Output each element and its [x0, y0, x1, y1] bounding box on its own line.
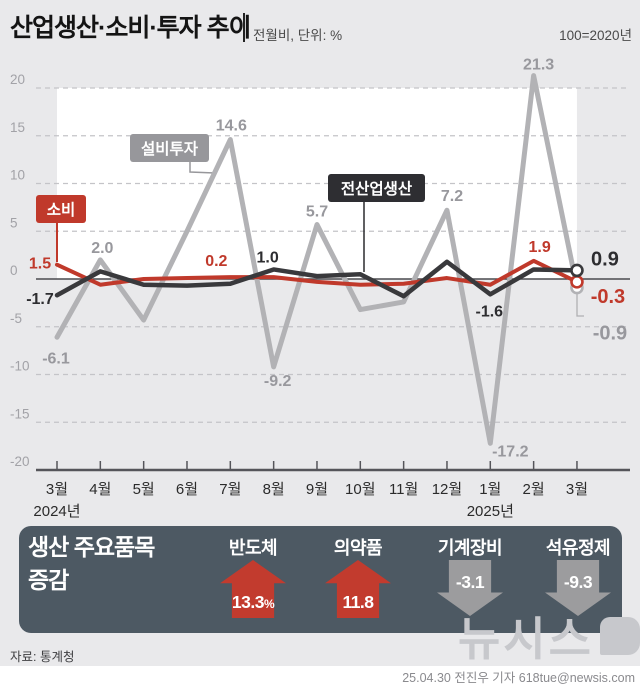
svg-text:-9.2: -9.2 — [264, 373, 292, 390]
svg-text:5.7: 5.7 — [306, 204, 328, 221]
newsis-logo: 뉴시스 — [458, 603, 640, 669]
item-label: 기계장비 — [437, 538, 503, 558]
item-label: 석유정제 — [545, 538, 611, 558]
svg-text:0: 0 — [10, 263, 18, 278]
svg-text:5월: 5월 — [133, 481, 155, 498]
panel-title-line2: 증감 — [28, 567, 69, 593]
legend-facility-investment: 설비투자 — [130, 134, 209, 162]
svg-text:3월: 3월 — [566, 481, 588, 498]
svg-text:-0.3: -0.3 — [591, 286, 625, 308]
base-year-note: 100=2020년 — [559, 28, 632, 43]
svg-text:-1.6: -1.6 — [476, 303, 504, 320]
svg-text:6월: 6월 — [176, 481, 198, 498]
svg-text:0.9: 0.9 — [591, 248, 619, 270]
svg-text:1.0: 1.0 — [257, 249, 279, 266]
panel-title-line1: 생산 주요품목 — [28, 534, 155, 560]
item-value: 11.8 — [325, 592, 391, 613]
svg-text:20: 20 — [10, 72, 25, 87]
svg-text:2025년: 2025년 — [467, 503, 514, 520]
svg-text:14.6: 14.6 — [216, 118, 247, 135]
newsis-logo-text: 뉴시스 — [458, 613, 594, 665]
svg-text:15: 15 — [10, 120, 25, 135]
reporter-credit: 25.04.30 전진우 기자 618tue@newsis.com — [402, 671, 635, 685]
svg-text:-10: -10 — [10, 359, 30, 374]
panel-item-machinery: 기계장비 -3.1 — [415, 526, 525, 633]
panel-item-oil-refining: 석유정제 -9.3 — [523, 526, 633, 633]
svg-text:0.2: 0.2 — [205, 253, 227, 270]
value-suffix: % — [263, 597, 275, 611]
source-note: 자료: 통계청 — [10, 650, 75, 664]
svg-text:8월: 8월 — [263, 481, 285, 498]
svg-text:-15: -15 — [10, 406, 30, 421]
down-arrow-icon: -3.1 — [437, 560, 503, 616]
svg-text:7월: 7월 — [219, 481, 241, 498]
svg-text:-20: -20 — [10, 454, 30, 469]
production-items-panel: 생산 주요품목 증감 반도체 13.3% 의약품 11.8 기계장비 -3.1 — [19, 526, 622, 633]
svg-text:10월: 10월 — [345, 481, 376, 498]
legend-consumption: 소비 — [36, 195, 86, 223]
svg-text:1.5: 1.5 — [29, 256, 51, 273]
panel-item-pharmaceuticals: 의약품 11.8 — [303, 526, 413, 633]
item-value: 13.3% — [220, 592, 286, 613]
svg-text:-1.7: -1.7 — [26, 291, 54, 308]
bottom-strip — [0, 666, 640, 688]
page-title: 산업생산·소비·투자 추이 — [10, 14, 252, 42]
svg-text:21.3: 21.3 — [523, 57, 554, 74]
item-value: -9.3 — [545, 572, 611, 593]
svg-text:9월: 9월 — [306, 481, 328, 498]
svg-text:10: 10 — [10, 168, 25, 183]
svg-text:2024년: 2024년 — [33, 503, 80, 520]
title-divider — [243, 13, 245, 42]
svg-text:2.0: 2.0 — [91, 240, 113, 257]
value-number: 11.8 — [342, 592, 374, 612]
svg-text:7.2: 7.2 — [441, 188, 463, 205]
value-number: -3.1 — [455, 572, 485, 592]
svg-text:12월: 12월 — [432, 481, 463, 498]
up-arrow-icon: 13.3% — [220, 560, 286, 618]
panel-item-semiconductor: 반도체 13.3% — [198, 526, 308, 633]
svg-text:1.9: 1.9 — [529, 239, 551, 256]
svg-text:1월: 1월 — [479, 481, 501, 498]
legend-all-industry-production: 전산업생산 — [328, 174, 425, 202]
trend-line-chart: 20 15 10 5 0 -5 -10 -15 -20 3월 4월 5월 6월 7월 8월 9월 10월 11월 1… — [10, 57, 630, 520]
svg-text:3월: 3월 — [46, 481, 68, 498]
chart-unit-note: 전월비, 단위: % — [253, 28, 343, 43]
item-label: 의약품 — [333, 538, 383, 558]
svg-text:2월: 2월 — [523, 481, 545, 498]
value-number: -9.3 — [563, 572, 593, 592]
svg-text:11월: 11월 — [389, 481, 418, 498]
panel-title: 생산 주요품목 증감 — [28, 531, 155, 597]
svg-text:-0.9: -0.9 — [593, 323, 627, 345]
value-number: 13.3 — [231, 592, 265, 612]
svg-text:-17.2: -17.2 — [492, 443, 529, 460]
svg-text:4월: 4월 — [89, 481, 111, 498]
up-arrow-icon: 11.8 — [325, 560, 391, 618]
svg-text:-6.1: -6.1 — [42, 350, 70, 367]
item-value: -3.1 — [437, 572, 503, 593]
svg-text:-5: -5 — [10, 311, 22, 326]
item-label: 반도체 — [228, 538, 278, 558]
down-arrow-icon: -9.3 — [545, 560, 611, 616]
newsis-logo-symbol — [599, 617, 640, 655]
svg-text:5: 5 — [10, 215, 18, 230]
